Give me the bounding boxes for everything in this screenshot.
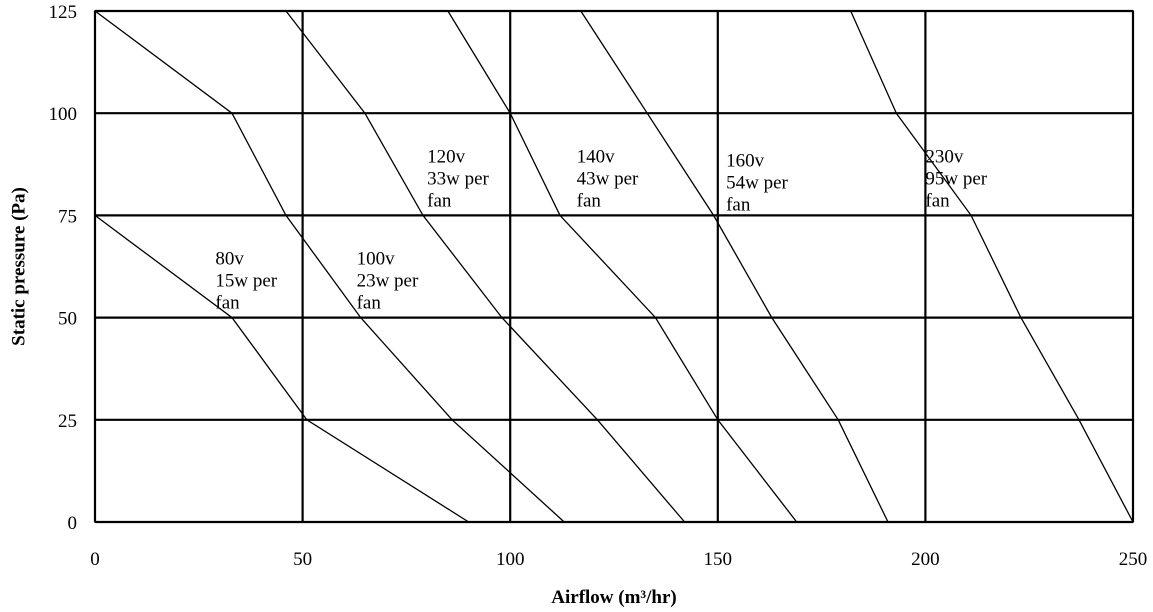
series-line-6 — [850, 10, 1134, 523]
x-tick-label-5: 250 — [1119, 549, 1148, 570]
series-label-1: 80v 15w per fan — [215, 248, 277, 313]
y-tick-label-4: 100 — [49, 104, 78, 125]
series-line-4 — [447, 10, 798, 523]
series-line-1 — [94, 214, 470, 523]
series-label-4: 140v 43w per fan — [577, 146, 639, 211]
series-line-5 — [580, 10, 889, 523]
series-label-5: 160v 54w per fan — [726, 150, 788, 215]
y-axis-label: Static pressure (Pa) — [8, 187, 29, 346]
y-tick-label-5: 125 — [49, 2, 78, 23]
axis-ticks: 0 50 100 150 200 250 0 25 50 75 100 125 — [49, 2, 1148, 570]
fan-curves — [94, 10, 1134, 523]
series-label-2: 100v 23w per fan — [357, 248, 419, 313]
series-line-2 — [94, 10, 565, 523]
y-tick-label-1: 25 — [58, 411, 77, 432]
x-axis-label: Airflow (m³/hr) — [551, 587, 676, 608]
x-tick-label-4: 200 — [911, 549, 940, 570]
y-tick-label-2: 50 — [58, 309, 77, 330]
series-line-3 — [285, 10, 686, 523]
x-tick-label-2: 100 — [496, 549, 525, 570]
grid-lines — [93, 9, 1135, 524]
x-tick-label-0: 0 — [90, 549, 100, 570]
plot-frame — [94, 10, 1134, 523]
x-tick-label-1: 50 — [293, 549, 312, 570]
series-label-6: 230v 95w per fan — [925, 146, 987, 211]
y-tick-label-3: 75 — [58, 206, 77, 227]
x-tick-label-3: 150 — [704, 549, 733, 570]
series-label-3: 120v 33w per fan — [427, 146, 489, 211]
y-tick-label-0: 0 — [68, 513, 78, 534]
